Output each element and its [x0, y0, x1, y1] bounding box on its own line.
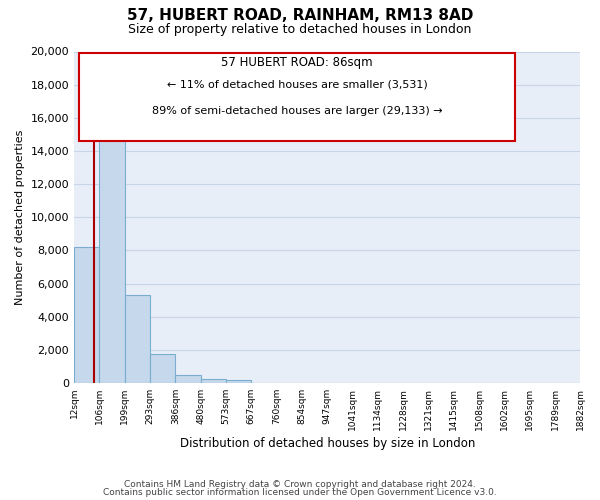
Bar	[74, 247, 100, 383]
Bar	[200, 379, 226, 383]
Text: Contains HM Land Registry data © Crown copyright and database right 2024.: Contains HM Land Registry data © Crown c…	[124, 480, 476, 489]
Text: 89% of semi-detached houses are larger (29,133) →: 89% of semi-detached houses are larger (…	[152, 106, 442, 116]
FancyBboxPatch shape	[79, 53, 515, 141]
Text: 57, HUBERT ROAD, RAINHAM, RM13 8AD: 57, HUBERT ROAD, RAINHAM, RM13 8AD	[127, 8, 473, 22]
Y-axis label: Number of detached properties: Number of detached properties	[15, 130, 25, 305]
Bar	[175, 375, 200, 383]
Bar	[100, 110, 125, 383]
Bar	[226, 380, 251, 383]
Bar	[125, 295, 150, 383]
Text: ← 11% of detached houses are smaller (3,531): ← 11% of detached houses are smaller (3,…	[167, 80, 427, 90]
X-axis label: Distribution of detached houses by size in London: Distribution of detached houses by size …	[179, 437, 475, 450]
Bar	[150, 354, 175, 383]
Text: 57 HUBERT ROAD: 86sqm: 57 HUBERT ROAD: 86sqm	[221, 56, 373, 70]
Text: Size of property relative to detached houses in London: Size of property relative to detached ho…	[128, 22, 472, 36]
Text: Contains public sector information licensed under the Open Government Licence v3: Contains public sector information licen…	[103, 488, 497, 497]
